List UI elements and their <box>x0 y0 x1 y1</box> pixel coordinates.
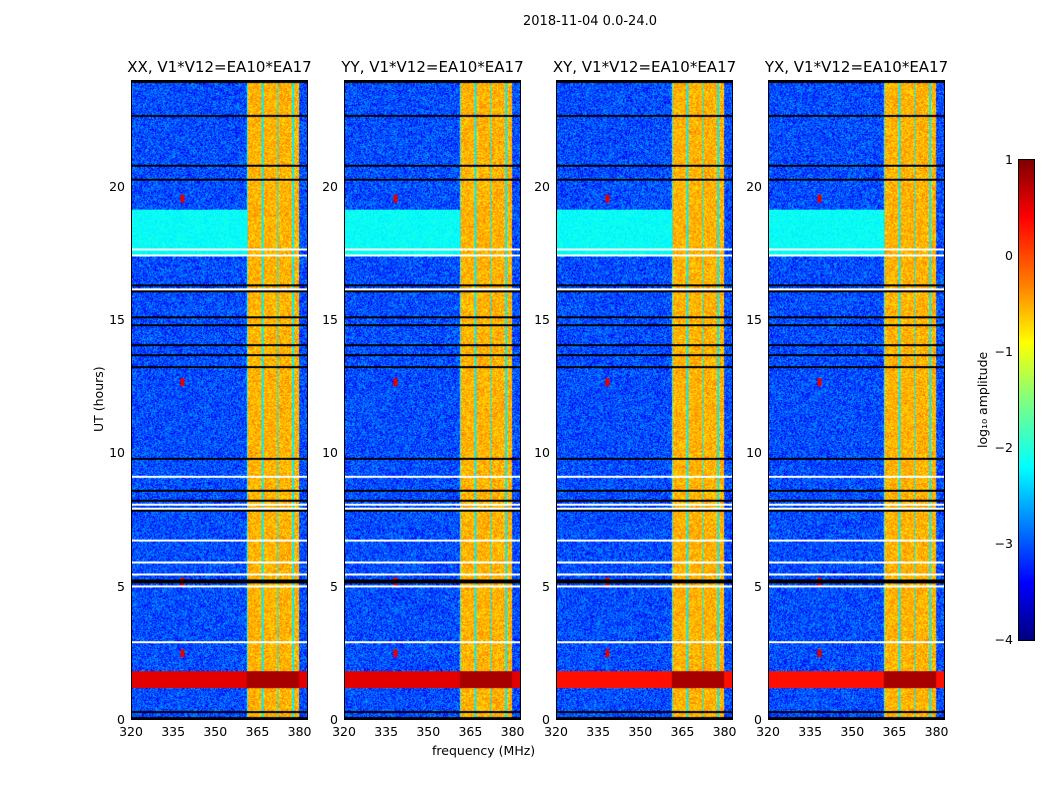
x-tick-label: 350 <box>628 724 653 739</box>
y-tick-label: 10 <box>534 445 550 461</box>
panel-title: XY, V1*V12=EA10*EA17 <box>552 58 737 76</box>
x-tick-label: 350 <box>203 724 228 739</box>
x-axis-label: frequency (MHz) <box>432 743 536 758</box>
x-tick-label: 365 <box>245 724 270 739</box>
y-tick-label: 5 <box>754 578 762 594</box>
y-tick-label: 20 <box>534 178 550 194</box>
y-tick-label: 0 <box>330 712 338 727</box>
heatmap-image <box>769 81 944 719</box>
y-tick-label: 0 <box>117 712 125 727</box>
y-tick-label: 5 <box>117 578 125 594</box>
x-tick-label: 380 <box>712 724 737 739</box>
heatmap-panel-2 <box>556 80 733 720</box>
y-tick-label: 15 <box>322 312 338 327</box>
y-tick-label: 15 <box>746 312 762 327</box>
heatmap-image <box>132 81 307 719</box>
colorbar-tick-label: 1 <box>1005 152 1013 167</box>
x-tick-label: 380 <box>500 724 525 739</box>
x-tick-label: 335 <box>586 724 611 739</box>
heatmap-image <box>557 81 732 719</box>
y-tick-label: 20 <box>109 178 125 194</box>
x-tick-label: 320 <box>544 724 568 739</box>
x-tick-label: 320 <box>332 724 356 739</box>
x-tick-label: 380 <box>287 724 312 739</box>
y-tick-label: 0 <box>542 712 550 727</box>
colorbar-label: log₁₀ amplitude <box>975 351 990 448</box>
heatmap-image <box>345 81 520 719</box>
colorbar-tick-label: −3 <box>994 536 1013 551</box>
x-tick-label: 320 <box>756 724 780 739</box>
x-tick-label: 320 <box>119 724 143 739</box>
panel-title: YX, V1*V12=EA10*EA17 <box>764 58 949 76</box>
x-tick-label: 335 <box>374 724 399 739</box>
figure-title: 2018-11-04 0.0-24.0 <box>523 14 657 29</box>
y-axis-label: UT (hours) <box>91 366 106 432</box>
colorbar-tick-label: −1 <box>994 344 1013 359</box>
y-tick-label: 15 <box>109 312 125 327</box>
y-tick-label: 5 <box>330 578 338 594</box>
x-tick-label: 350 <box>416 724 441 739</box>
x-tick-label: 365 <box>670 724 695 739</box>
colorbar <box>1018 159 1035 641</box>
y-tick-label: 0 <box>754 712 762 727</box>
y-tick-label: 15 <box>534 312 550 327</box>
y-tick-label: 5 <box>542 578 550 594</box>
x-tick-label: 380 <box>924 724 949 739</box>
y-tick-label: 20 <box>746 178 762 194</box>
x-tick-label: 350 <box>840 724 865 739</box>
x-tick-label: 365 <box>882 724 907 739</box>
heatmap-panel-3 <box>768 80 945 720</box>
colorbar-tick-label: −2 <box>994 440 1013 455</box>
y-tick-label: 20 <box>322 178 338 194</box>
y-tick-label: 10 <box>109 445 125 461</box>
colorbar-tick-label: −4 <box>994 632 1013 647</box>
panel-title: YY, V1*V12=EA10*EA17 <box>341 58 524 76</box>
x-tick-label: 365 <box>458 724 483 739</box>
panel-title: XX, V1*V12=EA10*EA17 <box>127 58 312 76</box>
colorbar-tick-label: 0 <box>1005 248 1013 263</box>
heatmap-panel-1 <box>344 80 521 720</box>
x-tick-label: 335 <box>161 724 186 739</box>
x-tick-label: 335 <box>798 724 823 739</box>
y-tick-label: 10 <box>746 445 762 461</box>
y-tick-label: 10 <box>322 445 338 461</box>
heatmap-panel-0 <box>131 80 308 720</box>
